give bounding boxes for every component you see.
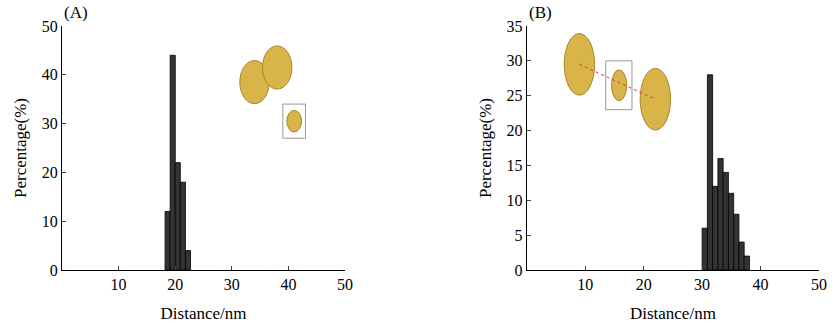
- svg-text:40: 40: [42, 66, 58, 83]
- svg-text:Percentage(%): Percentage(%): [476, 98, 495, 198]
- svg-text:Distance/nm: Distance/nm: [161, 304, 247, 323]
- svg-text:(B): (B): [529, 3, 552, 22]
- svg-text:0: 0: [515, 262, 523, 279]
- svg-text:Distance/nm: Distance/nm: [630, 304, 716, 323]
- svg-text:30: 30: [694, 276, 710, 293]
- svg-text:25: 25: [507, 87, 523, 104]
- svg-text:10: 10: [111, 276, 127, 293]
- svg-text:10: 10: [42, 213, 58, 230]
- svg-text:50: 50: [337, 276, 353, 293]
- svg-text:35: 35: [507, 18, 523, 35]
- svg-text:30: 30: [224, 276, 240, 293]
- svg-text:30: 30: [507, 52, 523, 69]
- svg-text:0: 0: [50, 262, 58, 279]
- svg-text:20: 20: [507, 122, 523, 139]
- svg-text:50: 50: [42, 18, 58, 35]
- svg-text:10: 10: [577, 276, 593, 293]
- svg-text:(A): (A): [64, 3, 88, 22]
- svg-text:20: 20: [636, 276, 652, 293]
- svg-text:Percentage(%): Percentage(%): [11, 98, 30, 198]
- svg-text:5: 5: [515, 227, 523, 244]
- svg-text:30: 30: [42, 115, 58, 132]
- svg-text:40: 40: [753, 276, 769, 293]
- svg-text:40: 40: [280, 276, 296, 293]
- svg-text:10: 10: [507, 192, 523, 209]
- svg-text:20: 20: [42, 164, 58, 181]
- svg-text:20: 20: [167, 276, 183, 293]
- svg-text:15: 15: [507, 157, 523, 174]
- svg-text:50: 50: [811, 276, 827, 293]
